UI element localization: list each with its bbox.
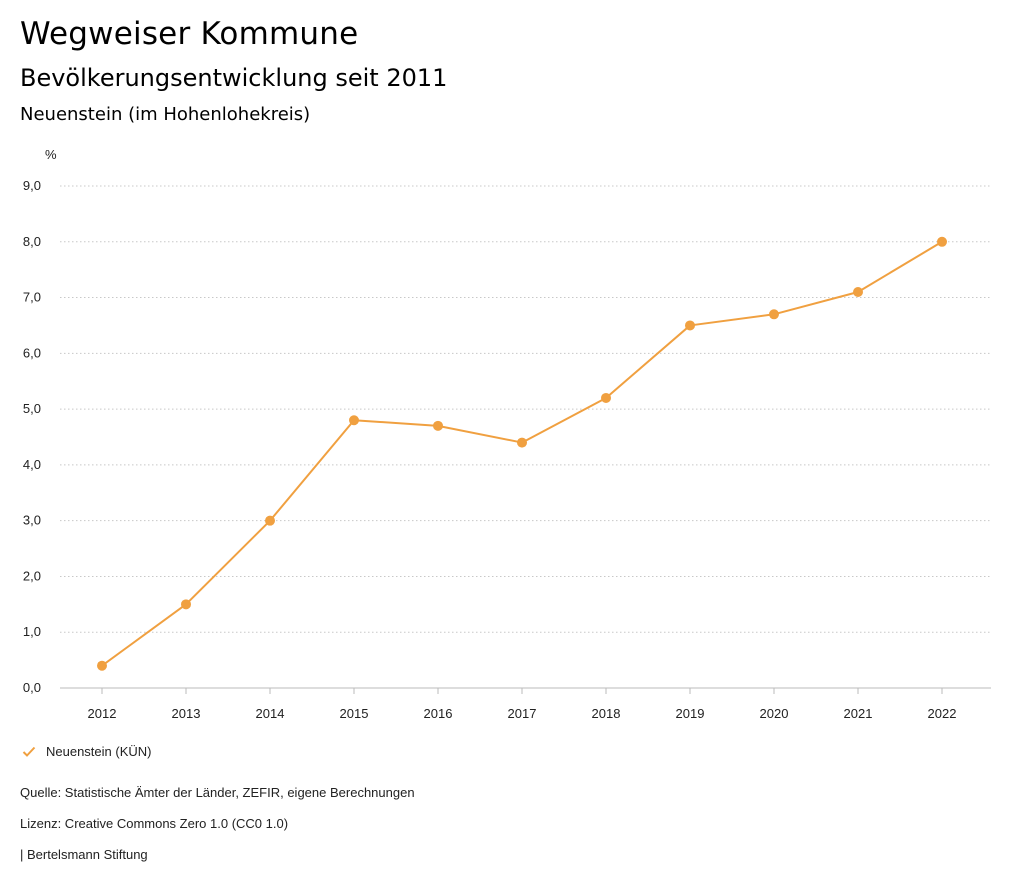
x-tick-label: 2022 <box>928 706 957 721</box>
y-tick-label: 8,0 <box>23 234 41 249</box>
data-point[interactable] <box>349 415 359 426</box>
data-point[interactable] <box>265 515 275 526</box>
data-point[interactable] <box>853 286 863 297</box>
publisher-note: | Bertelsmann Stiftung <box>20 847 148 862</box>
data-point[interactable] <box>433 420 443 431</box>
gridlines <box>60 185 991 689</box>
chart-subtitle: Neuenstein (im Hohenlohekreis) <box>20 104 311 125</box>
data-point[interactable] <box>685 320 695 331</box>
y-tick-label: 6,0 <box>23 345 41 360</box>
data-point[interactable] <box>769 309 779 320</box>
x-tick-label: 2021 <box>844 706 873 721</box>
y-tick-label: 3,0 <box>23 513 41 528</box>
check-icon <box>22 746 36 757</box>
y-tick-label: 2,0 <box>23 568 41 583</box>
x-tick-label: 2012 <box>88 706 117 721</box>
y-axis-ticks: 0,0 1,0 2,0 3,0 4,0 5,0 6,0 7,0 8,0 9,0 <box>23 178 41 695</box>
legend-label: Neuenstein (KÜN) <box>46 744 152 759</box>
x-tick-label: 2015 <box>340 706 369 721</box>
source-note: Quelle: Statistische Ämter der Länder, Z… <box>20 785 415 800</box>
series-line <box>101 240 943 667</box>
chart-title: Bevölkerungsentwicklung seit 2011 <box>20 64 448 92</box>
x-axis-ticks: 2012 2013 2014 2015 2016 2017 2018 2019 2020 2021… <box>88 688 957 721</box>
data-point[interactable] <box>937 236 947 247</box>
data-point[interactable] <box>601 392 611 403</box>
line-chart: % 0,01,02,03,04,05,06,07,08,09,0 2012 201… <box>23 147 991 721</box>
series-points <box>97 236 947 671</box>
y-tick-label: 9,0 <box>23 178 41 193</box>
x-tick-label: 2018 <box>592 706 621 721</box>
y-tick-label: 4,0 <box>23 457 41 472</box>
series-lines <box>101 240 943 667</box>
x-tick-label: 2020 <box>760 706 789 721</box>
y-tick-label: 0,0 <box>23 680 41 695</box>
x-tick-label: 2013 <box>172 706 201 721</box>
y-tick-label: 7,0 <box>23 290 41 305</box>
y-tick-label: 1,0 <box>23 624 41 639</box>
x-tick-label: 2016 <box>424 706 453 721</box>
data-point[interactable] <box>97 660 107 671</box>
y-axis-unit-label: % <box>45 147 57 162</box>
x-tick-label: 2019 <box>676 706 705 721</box>
license-note: Lizenz: Creative Commons Zero 1.0 (CC0 1… <box>20 816 289 831</box>
data-point[interactable] <box>517 437 527 448</box>
legend: Neuenstein (KÜN) <box>22 744 152 759</box>
data-point[interactable] <box>181 599 191 610</box>
x-tick-label: 2014 <box>256 706 285 721</box>
app-title: Wegweiser Kommune <box>20 16 359 52</box>
x-tick-label: 2017 <box>508 706 537 721</box>
y-tick-label: 5,0 <box>23 401 41 416</box>
